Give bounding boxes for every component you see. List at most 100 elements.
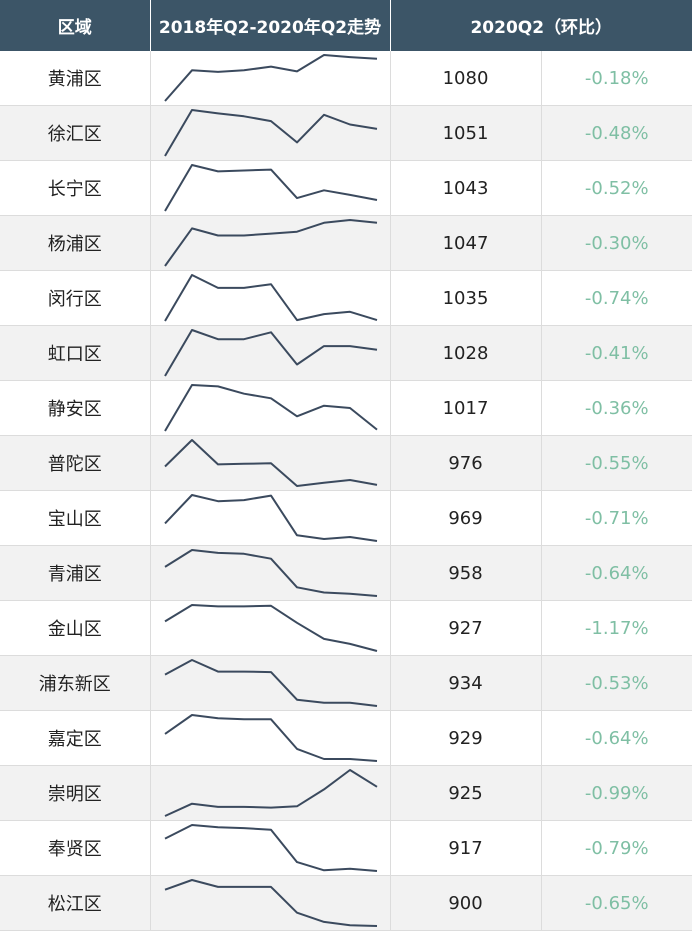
trend-sparkline [163,329,377,377]
region-name: 长宁区 [0,160,151,216]
trend-sparkline-cell [150,325,391,381]
sparkline-series [163,494,377,542]
qoq-change: -0.71% [541,490,692,546]
table-header-row: 区域 2018年Q2-2020年Q2走势 2020Q2（环比） [0,0,692,51]
trend-sparkline-cell [150,820,391,876]
qoq-change: -0.36% [541,380,692,436]
trend-sparkline [163,549,377,597]
trend-sparkline-cell [150,875,391,931]
trend-sparkline [164,659,377,707]
qoq-change: -0.55% [541,435,692,491]
header-trend: 2018年Q2-2020年Q2走势 [150,0,391,51]
trend-sparkline-cell [150,380,391,436]
region-name: 宝山区 [0,490,151,546]
trend-sparkline-cell [150,545,391,601]
price-value: 1080 [390,51,542,106]
table-row: 嘉定区 929 -0.64% [0,710,692,766]
price-value: 969 [390,490,542,546]
table-row: 静安区 1017 -0.36% [0,380,692,436]
qoq-change: -0.64% [541,545,692,601]
region-name: 杨浦区 [0,215,151,271]
region-name: 青浦区 [0,545,151,601]
price-value: 934 [390,655,542,711]
price-value: 1035 [390,270,542,326]
region-name: 黄浦区 [0,51,151,106]
region-name: 金山区 [0,600,151,656]
sparkline-series [164,659,377,707]
qoq-change: -0.52% [541,160,692,216]
region-name: 崇明区 [0,765,151,821]
trend-sparkline-cell [150,655,391,711]
table-row: 杨浦区 1047 -0.30% [0,215,692,271]
price-value: 925 [390,765,542,821]
table-row: 金山区 927 -1.17% [0,600,692,656]
trend-sparkline [164,824,377,872]
table-row: 普陀区 976 -0.55% [0,435,692,491]
header-current: 2020Q2（环比） [390,0,692,51]
price-value: 900 [390,875,542,931]
table-row: 虹口区 1028 -0.41% [0,325,692,381]
qoq-change: -0.48% [541,105,692,161]
price-value: 1047 [390,215,542,271]
price-value: 1043 [390,160,542,216]
table-row: 黄浦区 1080 -0.18% [0,51,692,106]
region-name: 普陀区 [0,435,151,491]
trend-sparkline-cell [150,600,391,656]
region-name: 虹口区 [0,325,151,381]
region-name: 松江区 [0,875,151,931]
price-value: 1051 [390,105,542,161]
sparkline-series [163,549,377,597]
trend-sparkline-cell [150,710,391,766]
sparkline-series [163,109,377,157]
table-row: 长宁区 1043 -0.52% [0,160,692,216]
sparkline-series [164,824,377,872]
trend-sparkline-cell [150,160,391,216]
trend-sparkline [164,879,377,927]
qoq-change: -0.79% [541,820,692,876]
sparkline-series [163,439,377,487]
trend-sparkline-cell [150,270,391,326]
sparkline-series [164,769,378,817]
price-value: 958 [390,545,542,601]
trend-sparkline [163,439,377,487]
trend-sparkline [163,219,377,267]
qoq-change: -0.18% [541,51,692,106]
trend-sparkline [163,164,377,212]
sparkline-series [163,164,377,212]
table-row: 宝山区 969 -0.71% [0,490,692,546]
table-row: 青浦区 958 -0.64% [0,545,692,601]
trend-sparkline [163,714,377,762]
qoq-change: -0.99% [541,765,692,821]
region-name: 奉贤区 [0,820,151,876]
sparkline-series [163,604,377,652]
trend-sparkline [164,769,378,817]
trend-sparkline-cell [150,435,391,491]
region-name: 徐汇区 [0,105,151,161]
qoq-change: -1.17% [541,600,692,656]
qoq-change: -0.64% [541,710,692,766]
trend-sparkline-cell [150,105,391,161]
price-value: 1017 [390,380,542,436]
sparkline-series [163,219,377,267]
table-body: 黄浦区 1080 -0.18% 徐汇区 1051 -0.48% 长宁区 1043 -0.52% 杨… [0,51,692,931]
sparkline-series [163,274,377,322]
region-name: 浦东新区 [0,655,151,711]
table-row: 奉贤区 917 -0.79% [0,820,692,876]
table-row: 闵行区 1035 -0.74% [0,270,692,326]
trend-sparkline [163,494,377,542]
sparkline-series [163,714,377,762]
qoq-change: -0.30% [541,215,692,271]
trend-sparkline [163,54,377,102]
sparkline-series [164,879,377,927]
region-name: 静安区 [0,380,151,436]
trend-sparkline [163,384,378,432]
trend-sparkline-cell [150,490,391,546]
table-row: 徐汇区 1051 -0.48% [0,105,692,161]
price-value: 927 [390,600,542,656]
trend-sparkline [163,274,377,322]
qoq-change: -0.65% [541,875,692,931]
table-row: 松江区 900 -0.65% [0,875,692,931]
sparkline-series [163,384,378,432]
trend-sparkline-cell [150,215,391,271]
table-row: 崇明区 925 -0.99% [0,765,692,821]
